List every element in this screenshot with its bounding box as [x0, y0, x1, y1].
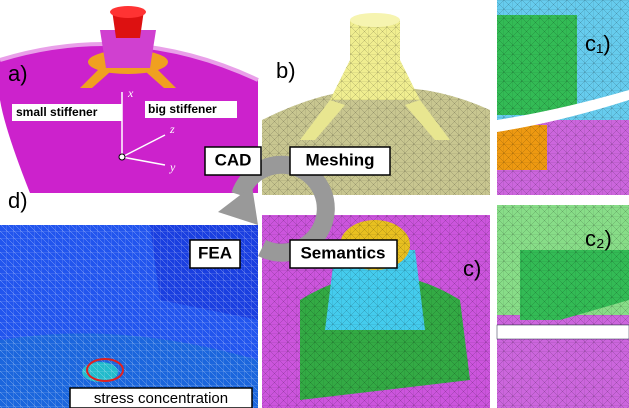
axis-label: x [127, 86, 134, 100]
panel-label: b) [276, 58, 296, 83]
step-label: FEA [198, 243, 232, 262]
callout: stress concentration [94, 390, 228, 407]
panel-label: c₁) [585, 31, 611, 56]
step-box [289, 146, 391, 176]
step-box [289, 239, 398, 269]
panel-d: stress concentration d) [0, 188, 258, 408]
panel-c2: c₂) [496, 205, 629, 408]
step-box [189, 239, 241, 269]
step-label: Semantics [300, 243, 385, 262]
panel-label: c₂) [585, 226, 612, 251]
label-box [69, 387, 253, 408]
cycle-steps: CAD Meshing Semantics FEA [189, 146, 398, 269]
label-box [12, 104, 122, 121]
panel-a: x z y small stiffener big stiffener a) [0, 0, 259, 193]
axis-label: z [169, 122, 175, 136]
callout: small stiffener [16, 105, 98, 119]
panel-c1: c₁) [497, 0, 629, 195]
panel-label: d) [8, 188, 28, 213]
step-label: Meshing [306, 150, 375, 169]
step-box [204, 146, 262, 176]
axis-label: y [169, 160, 176, 174]
label-box [145, 101, 237, 118]
callout: big stiffener [148, 102, 217, 116]
panel-label: a) [8, 61, 28, 86]
step-label: CAD [215, 150, 252, 169]
panel-label: c) [463, 256, 481, 281]
